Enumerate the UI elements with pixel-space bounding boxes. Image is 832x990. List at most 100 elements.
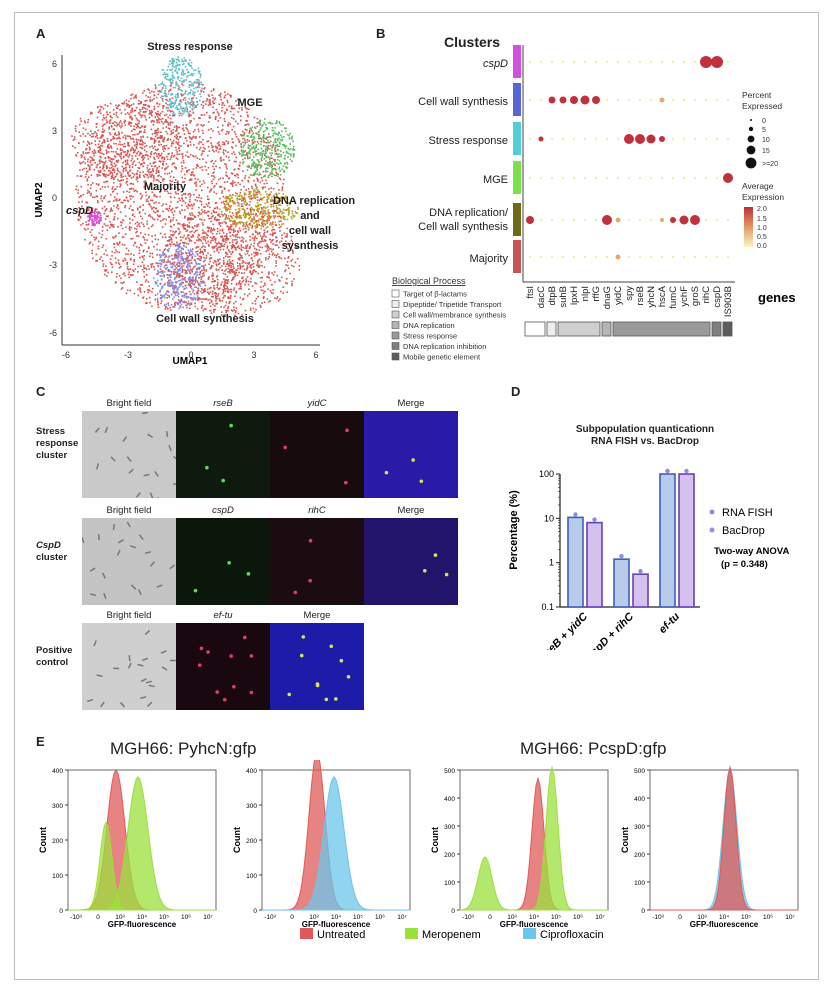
bp-group-box <box>612 321 711 337</box>
histogram-ytick: 300 <box>634 824 645 831</box>
microscopy-cells <box>205 423 233 483</box>
histogram-legend-swatch <box>523 928 536 939</box>
expression-dot <box>539 218 543 222</box>
expression-dot <box>671 176 675 180</box>
microscopy-row-label: CspD cluster <box>36 540 68 563</box>
expression-dot <box>583 137 587 141</box>
bar <box>586 521 603 608</box>
histogram-xtick: 0 <box>290 914 294 921</box>
expression-dot <box>550 176 554 180</box>
legend-label: RNA FISH <box>722 507 773 519</box>
expression-dot <box>660 255 664 259</box>
expression-dot <box>580 95 590 105</box>
umap-xtick: -6 <box>62 350 70 360</box>
histogram-xtick: 10³ <box>507 914 517 921</box>
expression-dot <box>659 136 665 142</box>
panel-d-label: D <box>511 384 521 399</box>
histogram-ytick: 400 <box>52 768 63 775</box>
avg-legend-title: Average <box>742 181 774 191</box>
microscopy-image <box>176 623 270 710</box>
expression-dot <box>726 60 730 64</box>
expression-dot <box>616 98 620 102</box>
umap-xtick: 3 <box>251 350 256 360</box>
expression-dot <box>704 255 708 259</box>
expression-dot <box>715 98 719 102</box>
gene-label: dtpB <box>547 286 558 306</box>
expression-dot <box>572 255 576 259</box>
histogram-ytick: 100 <box>246 873 257 880</box>
histogram-ytick: 300 <box>246 803 257 810</box>
bar-series <box>567 468 695 608</box>
expression-dot <box>592 96 600 104</box>
histogram-xtick: 0 <box>96 914 100 921</box>
expression-dot <box>693 60 697 64</box>
expression-dot <box>638 218 642 222</box>
expression-dot <box>528 98 532 102</box>
expression-dot <box>616 176 620 180</box>
expression-dot <box>693 137 697 141</box>
gene-label: cspD <box>712 286 723 308</box>
histogram-legend-label: Untreated <box>317 929 365 941</box>
gene-label: hscA <box>657 285 668 307</box>
expression-dot <box>528 176 532 180</box>
expression-dot <box>583 60 587 64</box>
bp-group-box <box>601 321 612 337</box>
genes-label: genes <box>758 290 796 305</box>
umap-xtick: -3 <box>124 350 132 360</box>
umap-points <box>71 56 301 317</box>
histogram-ytick: 0 <box>641 908 645 915</box>
expression-dot <box>605 98 609 102</box>
expression-dot <box>682 255 686 259</box>
bp-legend-label: Cell wall/membrance synthesis <box>403 311 506 320</box>
gene-label: suhB <box>558 286 569 308</box>
expression-dot <box>605 176 609 180</box>
expression-dot <box>704 98 708 102</box>
anova-text: Two-way ANOVA <box>714 546 789 557</box>
microscopy-channel-label: yidC <box>307 398 327 409</box>
expression-dot <box>649 98 653 102</box>
expression-dot <box>538 136 544 142</box>
expression-dot <box>682 98 686 102</box>
expression-dot <box>594 255 598 259</box>
dotplot-row-label: DNA replication/ <box>429 207 509 219</box>
histogram-ytick: 200 <box>52 838 63 845</box>
bp-legend-label: Mobile genetic element <box>403 353 481 362</box>
umap-ytick: 6 <box>52 59 57 69</box>
umap-xtick: 6 <box>313 350 318 360</box>
histogram-ytick: 500 <box>444 768 455 775</box>
expression-dot <box>583 255 587 259</box>
umap-xtick: 0 <box>188 350 193 360</box>
expression-dot <box>548 96 556 104</box>
bar-chart-title: Subpopulation quanticationn RNA FISH vs.… <box>575 424 715 447</box>
histogram-xtick: 10⁷ <box>595 914 605 921</box>
histogram-xtick: 10⁶ <box>181 914 191 921</box>
dotplot-title: Clusters <box>444 34 501 50</box>
expression-dot <box>660 176 664 180</box>
umap-ytick: -3 <box>49 260 57 270</box>
umap-plot: -6 -3 0 3 6 6 3 0 -3 -6 UMAP1 UMAP2 Stre… <box>34 41 355 367</box>
microscopy-cells <box>197 635 254 702</box>
legend-marker <box>709 509 715 515</box>
microscopy-channel-label: Merge <box>397 505 425 516</box>
histogram-ytick: 100 <box>634 880 645 887</box>
umap-ytick: 0 <box>52 193 57 203</box>
expression-dot <box>594 176 598 180</box>
microscopy-channel-label: rseB <box>213 398 233 409</box>
microscopy-image <box>82 617 176 726</box>
dotplot-row-label: Majority <box>469 253 508 265</box>
bar-point <box>573 512 578 517</box>
cluster-label-dna-4: sysnthesis <box>282 240 339 252</box>
gene-label: dnaG <box>602 286 613 309</box>
dotplot-row-colors <box>513 45 521 273</box>
histogram-ytick: 500 <box>634 768 645 775</box>
histogram-ytick: 300 <box>52 803 63 810</box>
bp-legend-swatch <box>391 289 400 298</box>
dotplot-row-label: Cell wall synthesis <box>418 96 508 108</box>
expression-dot <box>700 56 712 68</box>
expression-dot <box>670 217 676 223</box>
expression-dot <box>638 176 642 180</box>
cluster-color-bar <box>513 161 521 194</box>
histogram-curve <box>68 776 216 911</box>
histogram-xtick: -10³ <box>652 914 664 921</box>
histogram-ytick: 0 <box>451 908 455 915</box>
